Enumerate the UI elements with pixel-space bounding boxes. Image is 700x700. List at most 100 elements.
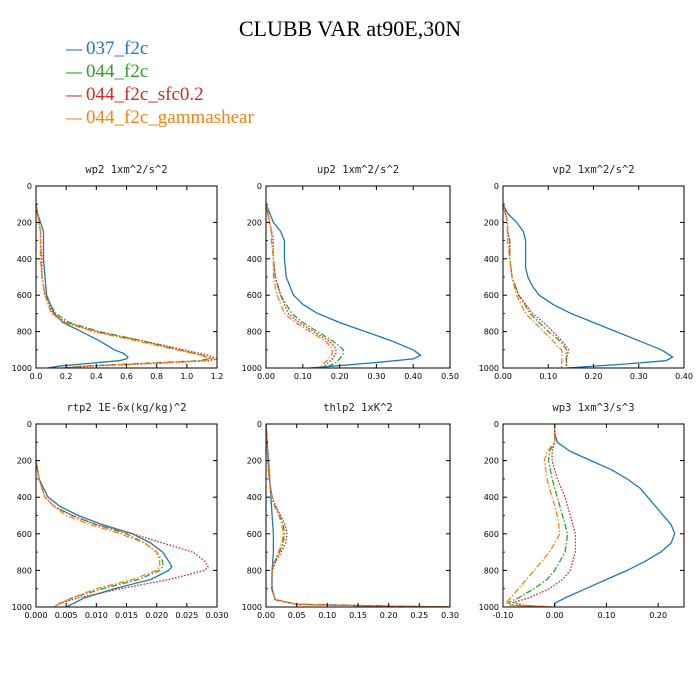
x-tick-label: 0.10 — [598, 611, 616, 620]
legend: —037_f2c —044_f2c —044_f2c_sfc0.2 —044_f… — [66, 38, 254, 130]
y-tick-label: 600 — [247, 530, 262, 539]
x-tick-label: 0.25 — [410, 611, 428, 620]
y-tick-label: 800 — [484, 566, 499, 575]
x-tick-label: 0.20 — [380, 611, 398, 620]
y-tick-label: 200 — [484, 218, 499, 227]
x-tick-label: 0.000 — [25, 611, 48, 620]
x-tick-label: 0.00 — [546, 611, 564, 620]
series-line — [36, 204, 129, 368]
panel-title: vp2 1xm^2/s^2 — [552, 164, 634, 176]
y-tick-label: 1000 — [12, 364, 32, 373]
chart-title: CLUBB VAR at90E,30N — [238, 16, 462, 41]
plot-frame — [265, 423, 451, 608]
series-line — [36, 460, 164, 607]
plot-frame — [502, 185, 685, 369]
x-tick-label: -0.10 — [493, 611, 514, 620]
x-tick-label: 0.010 — [85, 611, 108, 620]
panel-title: wp2 1xm^2/s^2 — [85, 164, 167, 176]
series-line — [503, 203, 674, 368]
y-tick-label: 200 — [247, 457, 262, 466]
y-tick-label: 1000 — [12, 603, 32, 612]
y-tick-label: 200 — [484, 457, 499, 466]
x-tick-label: 0.50 — [441, 372, 459, 381]
plot-frame — [502, 423, 685, 608]
y-tick-label: 400 — [17, 493, 32, 502]
y-tick-label: 0 — [257, 182, 262, 191]
legend-dash-icon: — — [66, 64, 82, 81]
y-tick-label: 0 — [257, 420, 262, 429]
series-line — [507, 424, 569, 607]
x-tick-label: 1.2 — [211, 372, 224, 381]
x-tick-label: 0.30 — [630, 372, 648, 381]
legend-label: 044_f2c_gammashear — [86, 107, 254, 128]
series-line — [266, 424, 450, 607]
series-line — [36, 460, 161, 607]
x-tick-label: 0.20 — [331, 372, 349, 381]
legend-label: 044_f2c_sfc0.2 — [86, 84, 204, 105]
series-line — [512, 424, 577, 607]
x-tick-label: 0.0 — [30, 372, 43, 381]
plot-panel: rtp2 1E-6x(kg/kg)^2020040060080010000.00… — [12, 402, 229, 620]
x-tick-label: 0.10 — [294, 372, 312, 381]
y-tick-label: 1000 — [242, 603, 262, 612]
legend-dash-icon: — — [66, 87, 82, 104]
series-line — [36, 204, 214, 368]
x-tick-label: 0.4 — [90, 372, 103, 381]
y-tick-label: 0 — [494, 420, 499, 429]
x-tick-label: 0.6 — [120, 372, 133, 381]
y-tick-label: 400 — [484, 493, 499, 502]
legend-item: —044_f2c — [66, 61, 254, 84]
panel-title: up2 1xm^2/s^2 — [317, 164, 399, 176]
panel-title: thlp2 1xK^2 — [323, 402, 393, 414]
series-line — [266, 204, 333, 368]
legend-label: 044_f2c — [86, 61, 149, 82]
y-tick-label: 600 — [17, 530, 32, 539]
series-line — [266, 424, 450, 607]
y-tick-label: 0 — [494, 182, 499, 191]
legend-dash-icon: — — [66, 41, 82, 58]
y-tick-label: 400 — [247, 255, 262, 264]
x-tick-label: 0.20 — [585, 372, 603, 381]
plot-frame — [265, 185, 451, 369]
x-tick-label: 0.005 — [55, 611, 78, 620]
y-tick-label: 200 — [17, 457, 32, 466]
y-tick-label: 800 — [247, 328, 262, 337]
legend-label: 037_f2c — [86, 38, 149, 59]
y-tick-label: 0 — [27, 420, 32, 429]
x-tick-label: 0.2 — [60, 372, 73, 381]
legend-item: —037_f2c — [66, 38, 254, 61]
plot-panel: wp3 1xm^3/s^3 0 200 400 600 800 1000-0.10 0.00 0… — [479, 402, 685, 620]
x-tick-label: 0.030 — [206, 611, 229, 620]
x-tick-label: 0.40 — [675, 372, 693, 381]
x-tick-label: 0.015 — [115, 611, 138, 620]
x-tick-label: 0.15 — [349, 611, 367, 620]
x-tick-label: 0.30 — [367, 372, 385, 381]
y-tick-label: 800 — [247, 566, 262, 575]
panel-title: wp3 1xm^3/s^3 — [552, 402, 634, 414]
series-line — [266, 204, 337, 368]
y-tick-label: 600 — [17, 291, 32, 300]
series-line — [503, 204, 563, 368]
series-line — [266, 424, 450, 607]
series-line — [36, 460, 173, 607]
series-line — [36, 460, 209, 607]
series-line — [266, 203, 422, 368]
x-tick-label: 0.8 — [150, 372, 163, 381]
series-line — [36, 204, 217, 368]
y-tick-label: 1000 — [479, 603, 499, 612]
x-tick-label: 0.05 — [288, 611, 306, 620]
y-tick-label: 400 — [247, 493, 262, 502]
y-tick-label: 1000 — [242, 364, 262, 373]
x-tick-label: 0.025 — [175, 611, 198, 620]
y-tick-label: 400 — [484, 255, 499, 264]
legend-dash-icon: — — [66, 110, 82, 127]
series-line — [504, 424, 561, 607]
plot-frame — [35, 185, 218, 369]
series-line — [503, 204, 570, 368]
y-tick-label: 200 — [17, 218, 32, 227]
